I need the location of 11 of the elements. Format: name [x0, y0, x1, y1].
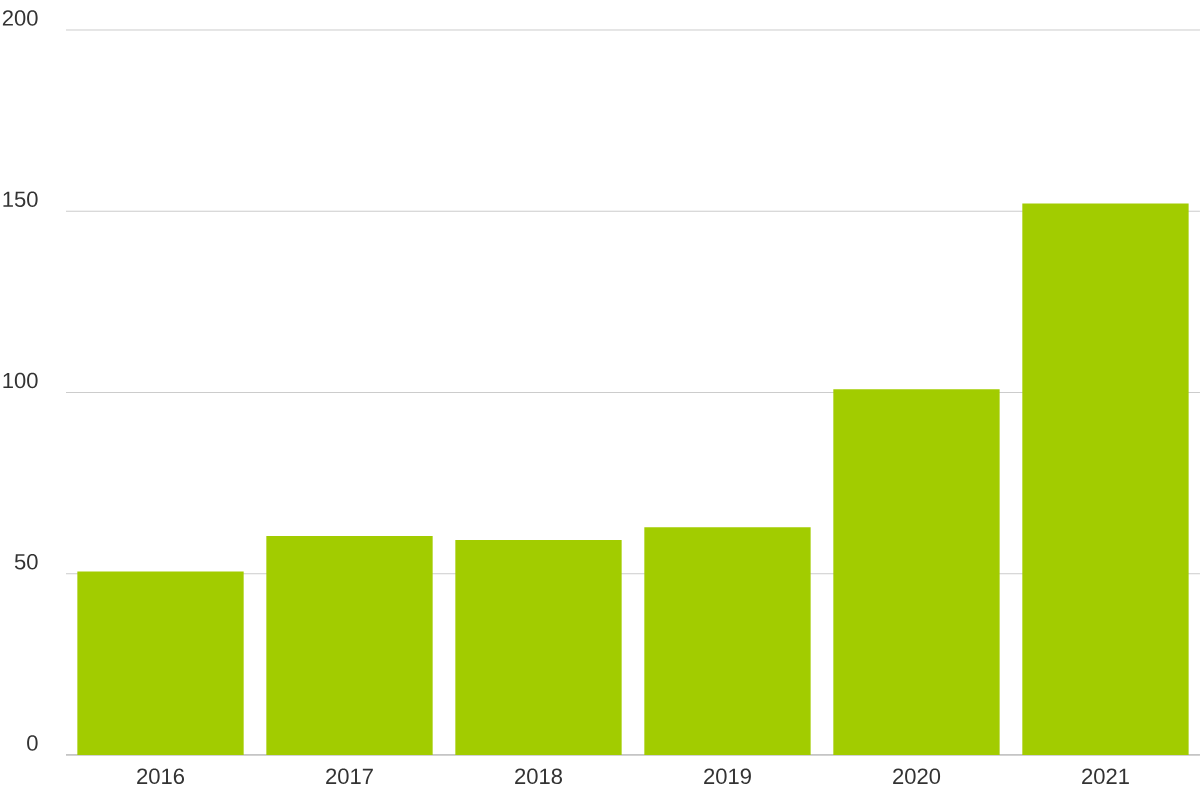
x-tick-label: 2021	[1082, 768, 1129, 785]
y-tick-label: 100	[3, 372, 38, 389]
y-tick-label: 50	[14, 553, 38, 570]
x-tick-label: 2017	[326, 768, 373, 785]
y-tick-label: 150	[3, 191, 38, 208]
x-tick-label: 2020	[893, 768, 941, 785]
y-tick-label: 0	[27, 735, 38, 751]
x-tick-label: 2016	[137, 768, 185, 785]
x-tick-label: 2018	[515, 768, 562, 785]
y-tick-label: 200	[2, 10, 38, 26]
x-tick-label: 2019	[704, 768, 751, 785]
